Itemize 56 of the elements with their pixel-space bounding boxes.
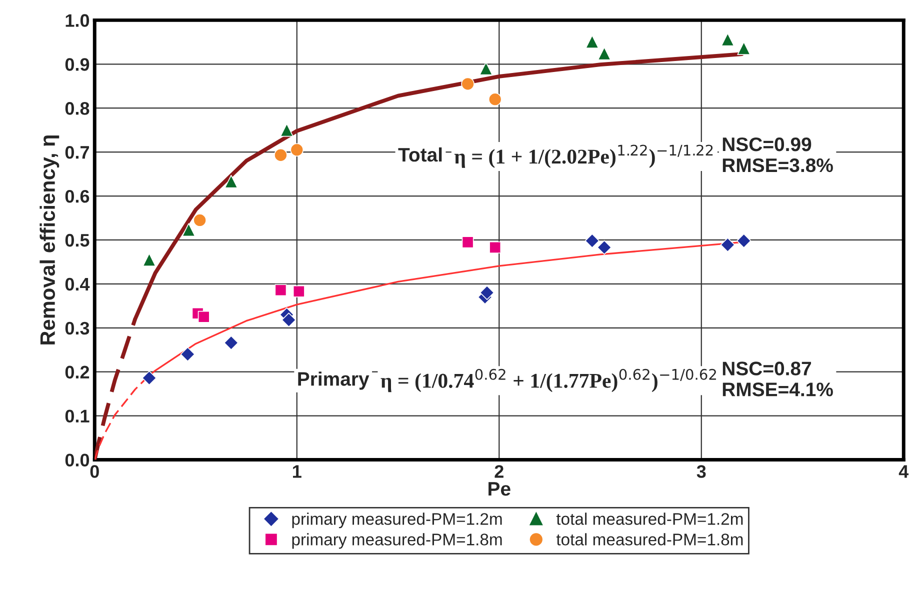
annotation: Total [398, 147, 442, 162]
point [584, 234, 600, 248]
y-tick-label: 1.0 [66, 14, 90, 27]
point [462, 236, 474, 248]
legend-label: total measured-PM=1.8m [556, 533, 743, 546]
y-tick-label: 0.8 [65, 102, 90, 115]
point [461, 77, 474, 91]
point [142, 253, 156, 266]
x-tick-label: 3 [696, 465, 706, 478]
x-tick-label: 4 [898, 465, 909, 478]
legend-label: primary measured-PM=1.2m [292, 512, 502, 528]
point [290, 143, 304, 157]
point [736, 234, 752, 248]
point [721, 32, 734, 46]
y-axis-title: Removal efficiency, η [40, 136, 60, 344]
legend-label: primary measured-PM=1.8m [292, 533, 502, 549]
point [489, 241, 502, 254]
point [274, 284, 287, 296]
y-tick-label: 0.7 [65, 146, 89, 159]
point [586, 35, 599, 48]
point [598, 46, 611, 60]
y-tick-label: 0.2 [65, 366, 90, 379]
x-tick-label: 1 [293, 465, 302, 478]
y-tick-label: 0.6 [65, 190, 90, 203]
annotation: η = (1/0.74$^{0.62}$ + 1/(1.77Pe)$^{0.62}$)$^{−1/0.62}$ [380, 368, 716, 392]
point [142, 370, 157, 386]
x-tick-label: 0 [90, 465, 99, 478]
point [737, 42, 751, 55]
point [479, 62, 493, 76]
x-axis-title: Pe [488, 482, 510, 496]
point [720, 238, 735, 252]
point [180, 346, 195, 362]
point [488, 92, 502, 106]
point [193, 214, 206, 227]
y-tick-label: 0.5 [65, 234, 90, 247]
point [280, 123, 294, 137]
x-tick-label: 2 [494, 465, 504, 478]
legend-label: total measured-PM=1.2m [556, 512, 743, 525]
point [282, 312, 296, 328]
annotation: NSC=0.99 RMSE=3.8% [722, 137, 833, 172]
point [597, 240, 612, 255]
annotation: Primary [298, 372, 370, 390]
y-tick-label: 0.4 [65, 278, 90, 291]
point [480, 285, 494, 300]
y-tick-label: 0.9 [65, 58, 90, 71]
y-tick-label: 0.3 [65, 322, 90, 335]
y-tick-label: 0.1 [65, 410, 90, 423]
point [198, 310, 210, 323]
point [274, 148, 288, 162]
point [292, 285, 305, 298]
point [224, 336, 238, 350]
point [224, 174, 238, 188]
y-tick-label: 0.0 [65, 454, 90, 466]
point [182, 223, 196, 237]
annotation: NSC=0.87 RMSE=4.1% [722, 362, 833, 396]
annotation: η = (1 + 1/(2.02Pe)$^{1.22}$)$^{−1/1.22}$ [454, 144, 713, 168]
